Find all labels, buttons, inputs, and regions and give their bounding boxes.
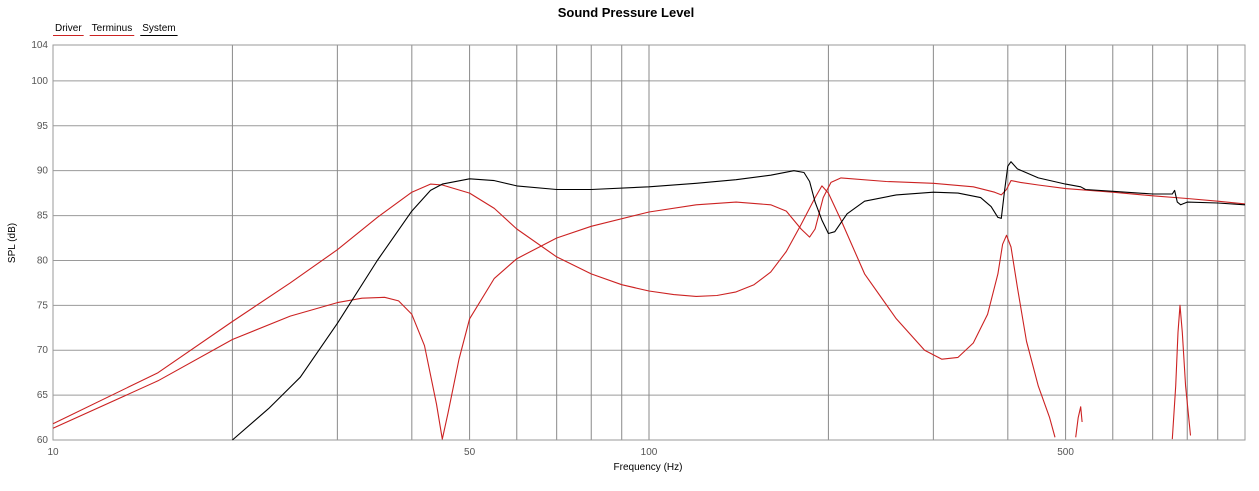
- x-axis-label: Frequency (Hz): [614, 462, 683, 473]
- series-line-terminus: [52, 177, 1246, 440]
- chart-legend: Driver Terminus System: [53, 23, 178, 36]
- series-layer: [52, 161, 1246, 441]
- x-axis-ticks: 10 50 100 500: [47, 447, 1074, 458]
- y-tick-label: 104: [31, 40, 48, 51]
- grid-lines: [53, 44, 1245, 441]
- x-tick-label: 50: [464, 447, 476, 458]
- y-tick-label: 80: [37, 255, 49, 266]
- series-line-terminus-fragment: [1171, 304, 1192, 440]
- x-tick-label: 500: [1057, 447, 1074, 458]
- legend-label-terminus: Terminus: [92, 23, 133, 34]
- legend-label-driver: Driver: [55, 23, 82, 34]
- y-tick-label: 65: [37, 390, 49, 401]
- y-tick-label: 75: [37, 300, 49, 311]
- y-tick-label: 100: [31, 76, 48, 87]
- series-line-terminus-fragment: [1075, 406, 1083, 438]
- y-tick-label: 90: [37, 166, 49, 177]
- plot-frame: [52, 44, 1246, 441]
- series-line-driver: [52, 183, 1056, 438]
- legend-label-system: System: [142, 23, 175, 34]
- y-tick-label: 95: [37, 121, 49, 132]
- chart-title: Sound Pressure Level: [558, 5, 695, 20]
- x-tick-label: 10: [47, 447, 59, 458]
- y-tick-label: 85: [37, 211, 49, 222]
- y-axis-ticks: 60 65 70 75 80 85 90 95 100 104: [31, 40, 48, 446]
- y-tick-label: 60: [37, 435, 49, 446]
- y-tick-label: 70: [37, 345, 49, 356]
- series-line-system: [232, 161, 1246, 441]
- x-tick-label: 100: [641, 447, 658, 458]
- y-axis-label: SPL (dB): [7, 223, 18, 263]
